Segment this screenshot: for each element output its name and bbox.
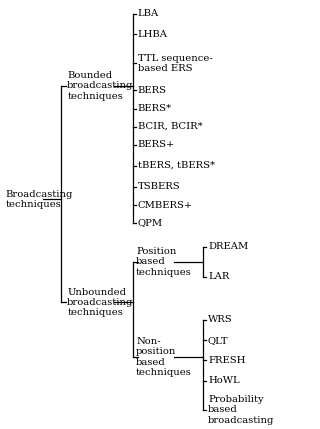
Text: BERS+: BERS+ xyxy=(138,140,175,149)
Text: BERS*: BERS* xyxy=(138,104,172,113)
Text: Non-
position
based
techniques: Non- position based techniques xyxy=(136,337,192,377)
Text: BCIR, BCIR*: BCIR, BCIR* xyxy=(138,122,202,131)
Text: TSBERS: TSBERS xyxy=(138,182,180,191)
Text: Broadcasting
techniques: Broadcasting techniques xyxy=(6,190,73,209)
Text: LAR: LAR xyxy=(208,272,229,281)
Text: Probability
based
broadcasting: Probability based broadcasting xyxy=(208,395,274,425)
Text: FRESH: FRESH xyxy=(208,356,245,365)
Text: LBA: LBA xyxy=(138,9,159,18)
Text: BERS: BERS xyxy=(138,86,167,94)
Text: Unbounded
broadcasting
techniques: Unbounded broadcasting techniques xyxy=(67,287,133,317)
Text: WRS: WRS xyxy=(208,315,233,324)
Text: LHBA: LHBA xyxy=(138,30,168,39)
Text: QPM: QPM xyxy=(138,219,163,227)
Text: QLT: QLT xyxy=(208,336,228,344)
Text: tBERS, tBERS*: tBERS, tBERS* xyxy=(138,161,215,170)
Text: DREAM: DREAM xyxy=(208,242,248,251)
Text: TTL sequence-
based ERS: TTL sequence- based ERS xyxy=(138,54,212,73)
Text: CMBERS+: CMBERS+ xyxy=(138,201,193,209)
Text: Position
based
techniques: Position based techniques xyxy=(136,247,192,277)
Text: HoWL: HoWL xyxy=(208,377,240,385)
Text: Bounded
broadcasting
techniques: Bounded broadcasting techniques xyxy=(67,71,133,101)
